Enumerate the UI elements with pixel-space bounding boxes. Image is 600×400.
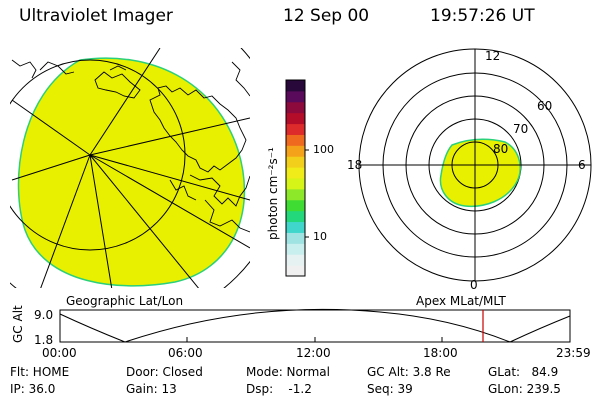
orbit-altitude-plot: GC Alt 9.0 1.8 Geographic Lat/Lon Apex M… <box>11 294 571 347</box>
flight-status: Flt: HOME <box>10 365 70 379</box>
glon-status: GLon: 239.5 <box>488 382 561 396</box>
altitude-curve <box>59 308 571 343</box>
colorbar-cell <box>286 90 305 103</box>
colorbar-cell <box>286 134 305 146</box>
colorbar-cell <box>286 243 305 255</box>
colorbar-cell <box>286 167 305 179</box>
ip-status: IP: 36.0 <box>10 382 56 396</box>
geographic-label: Geographic Lat/Lon <box>66 294 183 308</box>
colorbar-tick-100: 100 <box>313 143 334 156</box>
orbit-ylabel: GC Alt <box>11 305 25 343</box>
colorbar-cell <box>286 80 305 92</box>
colorbar-cell <box>286 232 305 244</box>
date-label: 12 Sep 00 <box>283 6 370 26</box>
orbit-xtick-1: 06:00 <box>168 346 203 360</box>
instrument-title: Ultraviolet Imager <box>19 6 173 26</box>
gc-alt-status: GC Alt: 3.8 Re <box>367 365 451 379</box>
colorbar-cell <box>286 123 305 135</box>
time-label: 19:57:26 UT <box>430 6 535 26</box>
colorbar-cell <box>286 145 305 157</box>
mlat-70-label: 70 <box>513 122 528 136</box>
uvi-image-field <box>17 57 246 287</box>
mode-status: Mode: Normal <box>246 365 330 379</box>
mlat-80-label: 80 <box>493 142 508 156</box>
dsp-status: Dsp: -1.2 <box>246 382 312 396</box>
orbit-xtick-0: 00:00 <box>42 346 77 360</box>
colorbar-cell <box>286 199 305 212</box>
meridian-lines <box>11 48 250 288</box>
colorbar-cell <box>286 156 305 168</box>
mlt-6-label: 6 <box>578 158 586 172</box>
apex-label: Apex MLat/MLT <box>416 294 506 308</box>
coastlines <box>11 59 250 233</box>
door-status: Door: Closed <box>126 365 203 379</box>
orbit-xtick-3: 18:00 <box>423 346 458 360</box>
geographic-image-panel <box>10 48 250 288</box>
mlt-18-label: 18 <box>347 158 362 172</box>
colorbar-unit-label: photon cm⁻²s⁻¹ <box>266 147 280 240</box>
orbit-ymax: 9.0 <box>34 308 53 322</box>
colorbar-tick-10: 10 <box>313 230 327 243</box>
mlat-60-label: 60 <box>537 99 552 113</box>
colorbar-cell <box>286 221 305 233</box>
seq-status: Seq: 39 <box>367 382 413 396</box>
mlt-0-label: 0 <box>470 278 478 292</box>
color-scale-bar: 100 10 photon cm⁻²s⁻¹ <box>266 79 334 277</box>
inner-latitude-circle <box>10 59 186 251</box>
orbit-xtick-2: 12:00 <box>296 346 331 360</box>
colorbar-cell <box>286 254 305 266</box>
gain-status: Gain: 13 <box>126 382 177 396</box>
colorbar-cell <box>286 210 305 223</box>
orbit-ymin: 1.8 <box>34 333 53 347</box>
polar-auroral-oval <box>439 138 521 208</box>
colorbar-cell <box>286 112 305 125</box>
colorbar-cell <box>286 178 305 190</box>
glat-status: GLat: 84.9 <box>488 365 559 379</box>
time-axis-ticks <box>59 337 571 342</box>
colorbar-cell <box>286 265 305 277</box>
colorbar-cell <box>286 188 305 201</box>
orbit-xtick-4: 23:59 <box>556 346 591 360</box>
mlt-12-label: 12 <box>485 49 500 63</box>
polar-mlt-panel: 12 18 6 0 60 70 80 <box>347 48 592 292</box>
colorbar-cell <box>286 101 305 114</box>
